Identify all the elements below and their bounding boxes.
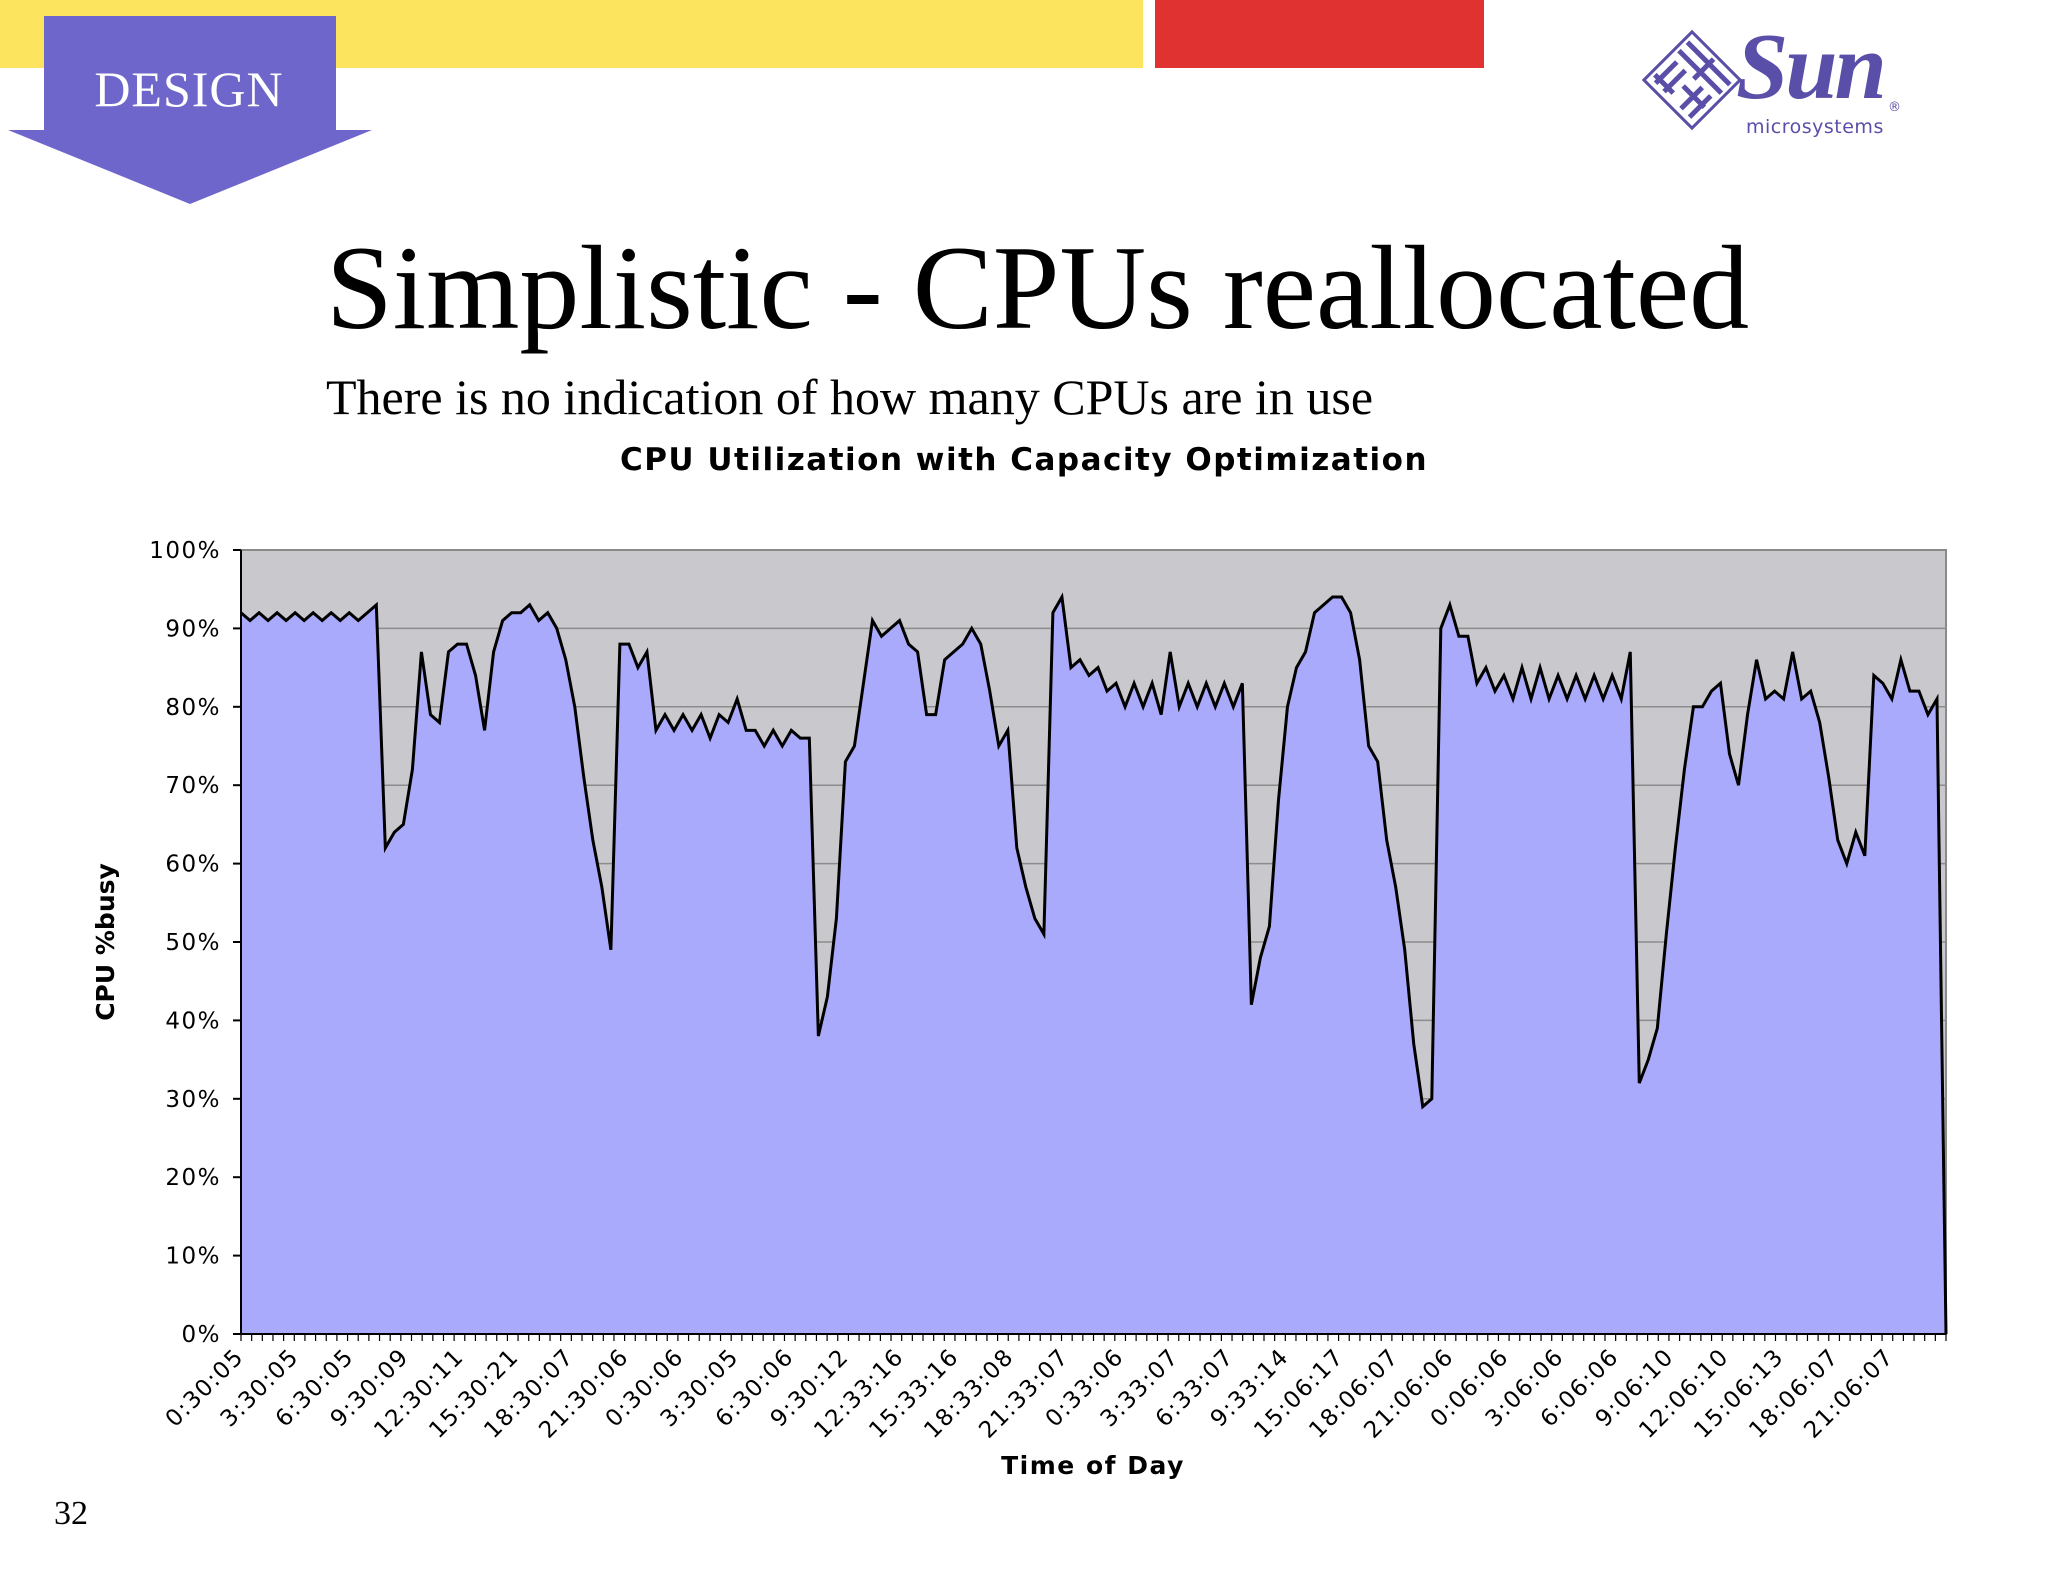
design-badge	[8, 16, 372, 204]
y-tick-label: 40%	[165, 1008, 221, 1034]
slide-subtitle: There is no indication of how many CPUs …	[326, 369, 1374, 425]
y-tick-label: 10%	[165, 1244, 221, 1270]
page-number: 32	[54, 1495, 88, 1532]
y-tick-label: 30%	[165, 1087, 221, 1113]
y-tick-label: 60%	[165, 852, 221, 878]
section-label: DESIGN	[94, 61, 284, 117]
logo-subtext: microsystems	[1746, 116, 1884, 138]
slide-title: Simplistic - CPUs reallocated	[326, 221, 1750, 354]
design-badge-arrow	[8, 16, 372, 204]
header-red-bar	[1155, 0, 1484, 68]
y-tick-label: 50%	[165, 930, 221, 956]
y-tick-label: 20%	[165, 1165, 221, 1191]
logo-wordmark: Sun	[1736, 15, 1887, 119]
cpu-area-line	[240, 592, 1948, 1335]
y-tick-label: 0%	[182, 1322, 222, 1348]
x-axis: 0:30:053:30:056:30:059:30:0912:30:1115:3…	[161, 1333, 1947, 1444]
sun-logo-icon	[1641, 29, 1743, 131]
y-tick-label: 100%	[149, 538, 221, 564]
y-tick-label: 80%	[165, 695, 221, 721]
cpu-utilization-chart: CPU Utilization with Capacity Optimizati…	[91, 442, 1948, 1480]
cpu-area-fill	[241, 597, 1946, 1334]
y-tick-label: 90%	[165, 616, 221, 642]
x-axis-label: Time of Day	[1001, 1451, 1185, 1480]
y-axis-label: CPU %busy	[91, 863, 120, 1021]
chart-title: CPU Utilization with Capacity Optimizati…	[620, 442, 1428, 478]
y-tick-label: 70%	[165, 773, 221, 799]
y-axis: 0% 10% 20% 30% 40% 50% 60% 70% 80% 90% 100%	[149, 538, 242, 1348]
logo-registered-mark: ®	[1888, 100, 1901, 115]
